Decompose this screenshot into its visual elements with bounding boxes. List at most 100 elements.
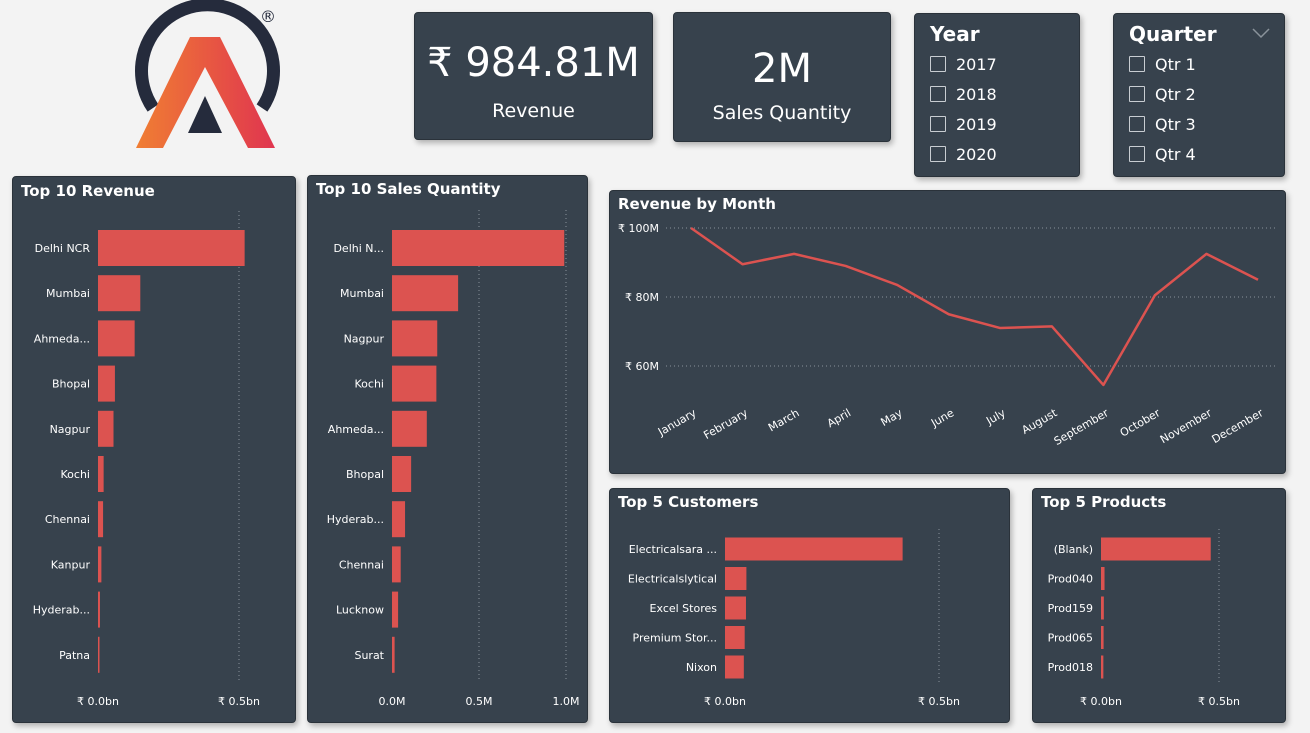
bar	[392, 591, 399, 628]
chart-title: Top 10 Sales Quantity	[316, 180, 501, 198]
year-option-2020[interactable]: 2020	[930, 143, 997, 165]
checkbox-icon[interactable]	[1129, 86, 1145, 102]
bar	[725, 655, 744, 679]
bar	[98, 320, 135, 357]
top-5-customers-plot: ₹ 0.0bn ₹ 0.5bn Electricalsara ... Electric…	[628, 529, 960, 708]
chevron-down-icon[interactable]	[1252, 27, 1270, 39]
top-5-customers-chart: Top 5 Customers ₹ 0.0bn ₹ 0.5bn Electrical…	[609, 488, 1010, 723]
category-label: Premium Stor...	[633, 632, 717, 645]
category-label: Kochi	[355, 378, 384, 391]
category-label: Nagpur	[344, 332, 385, 345]
category-label: Chennai	[45, 513, 90, 526]
quarter-option-qtr3[interactable]: Qtr 3	[1129, 113, 1196, 135]
bar	[98, 410, 114, 447]
quarter-option-label: Qtr 2	[1155, 84, 1196, 104]
category-label: Nixon	[686, 661, 717, 674]
quarter-option-label: Qtr 3	[1155, 114, 1196, 134]
x-tick-label: 1.0M	[553, 695, 580, 708]
year-option-2018[interactable]: 2018	[930, 83, 997, 105]
checkbox-icon[interactable]	[930, 116, 946, 132]
chart-title: Top 5 Customers	[618, 493, 759, 511]
chart-title: Top 10 Revenue	[21, 182, 155, 200]
revenue-kpi-card: ₹ 984.81M Revenue	[414, 12, 653, 140]
category-label: Nagpur	[50, 423, 91, 436]
bar	[98, 591, 100, 628]
quarter-option-qtr4[interactable]: Qtr 4	[1129, 143, 1196, 165]
top-5-products-chart: Top 5 Products ₹ 0.0bn ₹ 0.5bn (Blank) Prod…	[1032, 488, 1286, 723]
category-label: Bhopal	[346, 468, 384, 481]
category-label: Delhi NCR	[35, 242, 91, 255]
x-tick-label: March	[766, 406, 802, 434]
quarter-option-qtr1[interactable]: Qtr 1	[1129, 53, 1196, 75]
bar	[392, 275, 459, 312]
bar	[725, 567, 747, 590]
revenue-line	[690, 226, 1259, 387]
x-tick-label: December	[1210, 406, 1266, 446]
x-tick-label: ₹ 0.0bn	[1080, 695, 1122, 708]
x-tick-label: October	[1118, 406, 1163, 440]
x-tick-label: June	[928, 406, 956, 430]
sales-quantity-kpi-label: Sales Quantity	[712, 102, 852, 124]
bar	[98, 275, 141, 312]
year-option-label: 2020	[956, 144, 997, 164]
logo-mark-icon	[135, 0, 280, 148]
bar	[392, 410, 427, 447]
quarter-option-qtr2[interactable]: Qtr 2	[1129, 83, 1196, 105]
x-tick-label: ₹ 0.5bn	[1198, 695, 1240, 708]
top-5-products-plot: ₹ 0.0bn ₹ 0.5bn (Blank) Prod040 Prod159 Prod0…	[1048, 529, 1240, 708]
bar	[392, 365, 437, 402]
bar	[392, 546, 401, 583]
x-tick-label: January	[655, 406, 699, 439]
category-label: Excel Stores	[650, 602, 718, 615]
category-label: Prod040	[1048, 573, 1093, 586]
category-label: Hyderab...	[327, 513, 384, 526]
category-label: Ahmeda...	[328, 423, 384, 436]
year-option-2017[interactable]: 2017	[930, 53, 997, 75]
year-slicer-title: Year	[930, 22, 980, 46]
category-label: Prod065	[1048, 632, 1093, 645]
checkbox-icon[interactable]	[1129, 146, 1145, 162]
checkbox-icon[interactable]	[930, 56, 946, 72]
x-tick-label: April	[825, 406, 853, 430]
bar	[1101, 655, 1104, 679]
year-option-2019[interactable]: 2019	[930, 113, 997, 135]
bar	[392, 230, 565, 266]
revenue-by-month-chart: Revenue by Month ₹ 100M ₹ 80M ₹ 60M January…	[609, 190, 1286, 474]
x-tick-label: November	[1158, 406, 1214, 446]
sales-quantity-kpi-value: 2M	[752, 46, 812, 92]
category-label: Chennai	[339, 558, 384, 571]
category-label: (Blank)	[1054, 543, 1093, 556]
category-label: Prod159	[1048, 602, 1093, 615]
category-label: Mumbai	[46, 287, 90, 300]
bar	[392, 501, 406, 538]
checkbox-icon[interactable]	[1129, 116, 1145, 132]
bar	[725, 626, 745, 649]
top-10-sales-quantity-plot: 0.0M 0.5M 1.0M Delhi N... Mumbai Nagpur Kochi A…	[327, 210, 580, 708]
checkbox-icon[interactable]	[930, 86, 946, 102]
bar	[392, 320, 438, 357]
checkbox-icon[interactable]	[1129, 56, 1145, 72]
category-label: Electricalslytical	[628, 573, 717, 586]
y-tick-label: ₹ 60M	[625, 360, 659, 373]
category-label: Delhi N...	[333, 242, 384, 255]
year-option-label: 2019	[956, 114, 997, 134]
x-tick-label: 0.5M	[466, 695, 493, 708]
quarter-option-label: Qtr 4	[1155, 144, 1196, 164]
category-label: Surat	[354, 649, 384, 662]
checkbox-icon[interactable]	[930, 146, 946, 162]
bar	[1101, 567, 1105, 590]
category-label: Hyderab...	[33, 604, 90, 617]
y-tick-label: ₹ 80M	[625, 291, 659, 304]
bar	[98, 636, 100, 673]
chart-title: Top 5 Products	[1041, 493, 1167, 511]
bar	[1101, 626, 1104, 649]
bar	[98, 365, 115, 402]
category-label: Kochi	[61, 468, 90, 481]
bar	[98, 230, 245, 266]
quarter-slicer-title: Quarter	[1129, 22, 1217, 46]
bar	[725, 537, 903, 561]
bar	[725, 596, 746, 620]
x-tick-label: 0.0M	[379, 695, 406, 708]
x-tick-label: July	[983, 406, 1008, 428]
x-tick-label: September	[1052, 406, 1112, 448]
